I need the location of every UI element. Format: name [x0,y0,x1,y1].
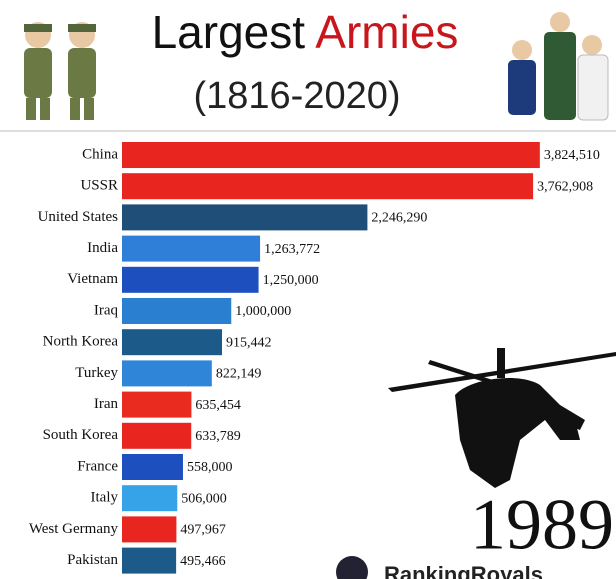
title-word: Armies [315,6,458,58]
watermark-logo [336,556,368,579]
value-label: 3,762,908 [537,179,593,194]
value-label: 3,824,510 [544,148,600,163]
value-label: 1,000,000 [235,304,291,319]
chart-subtitle: (1816-2020) [193,75,400,117]
value-label: 633,789 [195,429,241,444]
y-tick-label: Iraq [94,302,119,318]
y-tick-label: North Korea [43,334,119,350]
value-label: 497,967 [180,523,226,538]
chart-title: Largest Armies [152,6,459,58]
bar [122,235,261,262]
y-tick-label: India [87,240,118,256]
bar [122,266,259,293]
bar [122,298,232,324]
bar [122,204,368,231]
bar [122,547,177,574]
y-tick-label: West Germany [29,521,119,537]
value-label: 635,454 [195,398,241,413]
bar [122,391,192,418]
bar [122,485,178,512]
y-tick-label: Italy [91,490,119,506]
y-tick-label: China [82,146,118,162]
y-tick-label: United States [38,209,119,225]
bar [122,142,540,168]
watermark: RankingRoyals [384,562,543,579]
title-word: Largest [152,6,306,58]
helicopter [388,348,616,488]
y-tick-label: Vietnam [67,271,118,287]
value-label: 558,000 [187,460,233,475]
y-tick-label: USSR [80,178,118,194]
y-tick-label: France [77,458,118,474]
y-tick-label: Turkey [75,365,118,381]
bar [122,329,223,356]
value-label: 1,250,000 [263,273,319,288]
bar [122,454,183,480]
y-tick-label: Iran [94,396,119,412]
y-tick-label: Pakistan [67,552,118,568]
y-tick-label: South Korea [43,427,119,443]
bar [122,422,192,449]
value-label: 506,000 [181,491,227,506]
soldiers-right [508,12,609,121]
value-label: 2,246,290 [371,211,427,226]
year-label: 1989 [470,485,614,565]
bar [122,360,212,387]
value-label: 495,466 [180,554,226,569]
value-label: 822,149 [216,367,261,382]
value-label: 915,442 [226,335,271,350]
bar [122,173,534,200]
bar [122,516,177,543]
soldiers-left [24,22,96,120]
value-label: 1,263,772 [264,242,320,257]
